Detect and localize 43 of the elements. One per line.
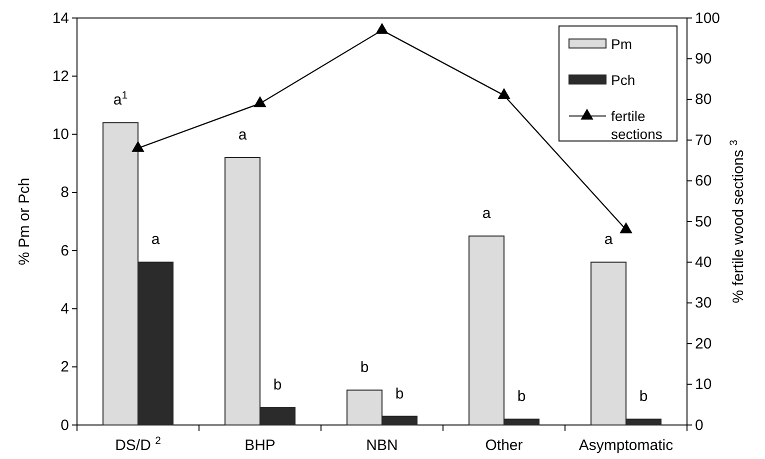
annotation: b <box>360 359 369 376</box>
y-tick-label: 4 <box>60 300 69 318</box>
y-tick-label: 2 <box>60 358 69 376</box>
y-tick-label: 8 <box>60 184 69 202</box>
x-tick-label: Asymptomatic <box>578 437 674 454</box>
y2-tick-label: 50 <box>695 213 712 230</box>
annotation: a <box>604 231 614 248</box>
annotation: b <box>395 385 404 402</box>
y2-tick-label: 20 <box>695 335 712 352</box>
y-tick-label: 12 <box>52 68 69 85</box>
legend-label: fertile sections <box>611 108 662 142</box>
y-tick-label: 14 <box>52 10 69 27</box>
annotation: a <box>482 205 492 222</box>
y2-tick-label: 70 <box>695 132 712 149</box>
y2-tick-label: 60 <box>695 172 712 190</box>
y2-tick-label: 100 <box>695 10 720 27</box>
y-tick-label: 0 <box>60 416 69 434</box>
y2-tick-label: 10 <box>695 376 712 394</box>
y-tick-label: 6 <box>60 242 69 260</box>
y2-tick-label: 40 <box>695 254 712 271</box>
annotation: b <box>517 388 526 406</box>
x-tick-label: NBN <box>366 437 398 454</box>
point <box>132 140 144 152</box>
point <box>620 222 632 234</box>
annotation: b <box>273 376 282 394</box>
x-tick-label: DS/D $^{2}$ <box>115 435 162 454</box>
annotation: a <box>238 126 248 144</box>
y2-tick-label: 80 <box>695 91 712 108</box>
annotation: a <box>151 231 160 248</box>
annotation: b <box>639 388 648 406</box>
annotation: a$^{1}$ <box>113 90 128 109</box>
x-tick-label: Other <box>485 437 523 454</box>
x-tick-label: BHP <box>244 437 276 454</box>
y2-tick-label: 30 <box>695 294 712 312</box>
y-axis-title: % Pm or Pch <box>16 178 33 266</box>
y2-tick-label: 0 <box>695 416 704 434</box>
point <box>254 96 266 108</box>
point <box>498 88 510 99</box>
y2-tick-label: 90 <box>695 50 712 68</box>
point <box>376 22 388 34</box>
y-tick-label: 10 <box>52 126 69 144</box>
legend-label: Pm <box>611 36 632 52</box>
legend-label: Pch <box>611 72 636 88</box>
